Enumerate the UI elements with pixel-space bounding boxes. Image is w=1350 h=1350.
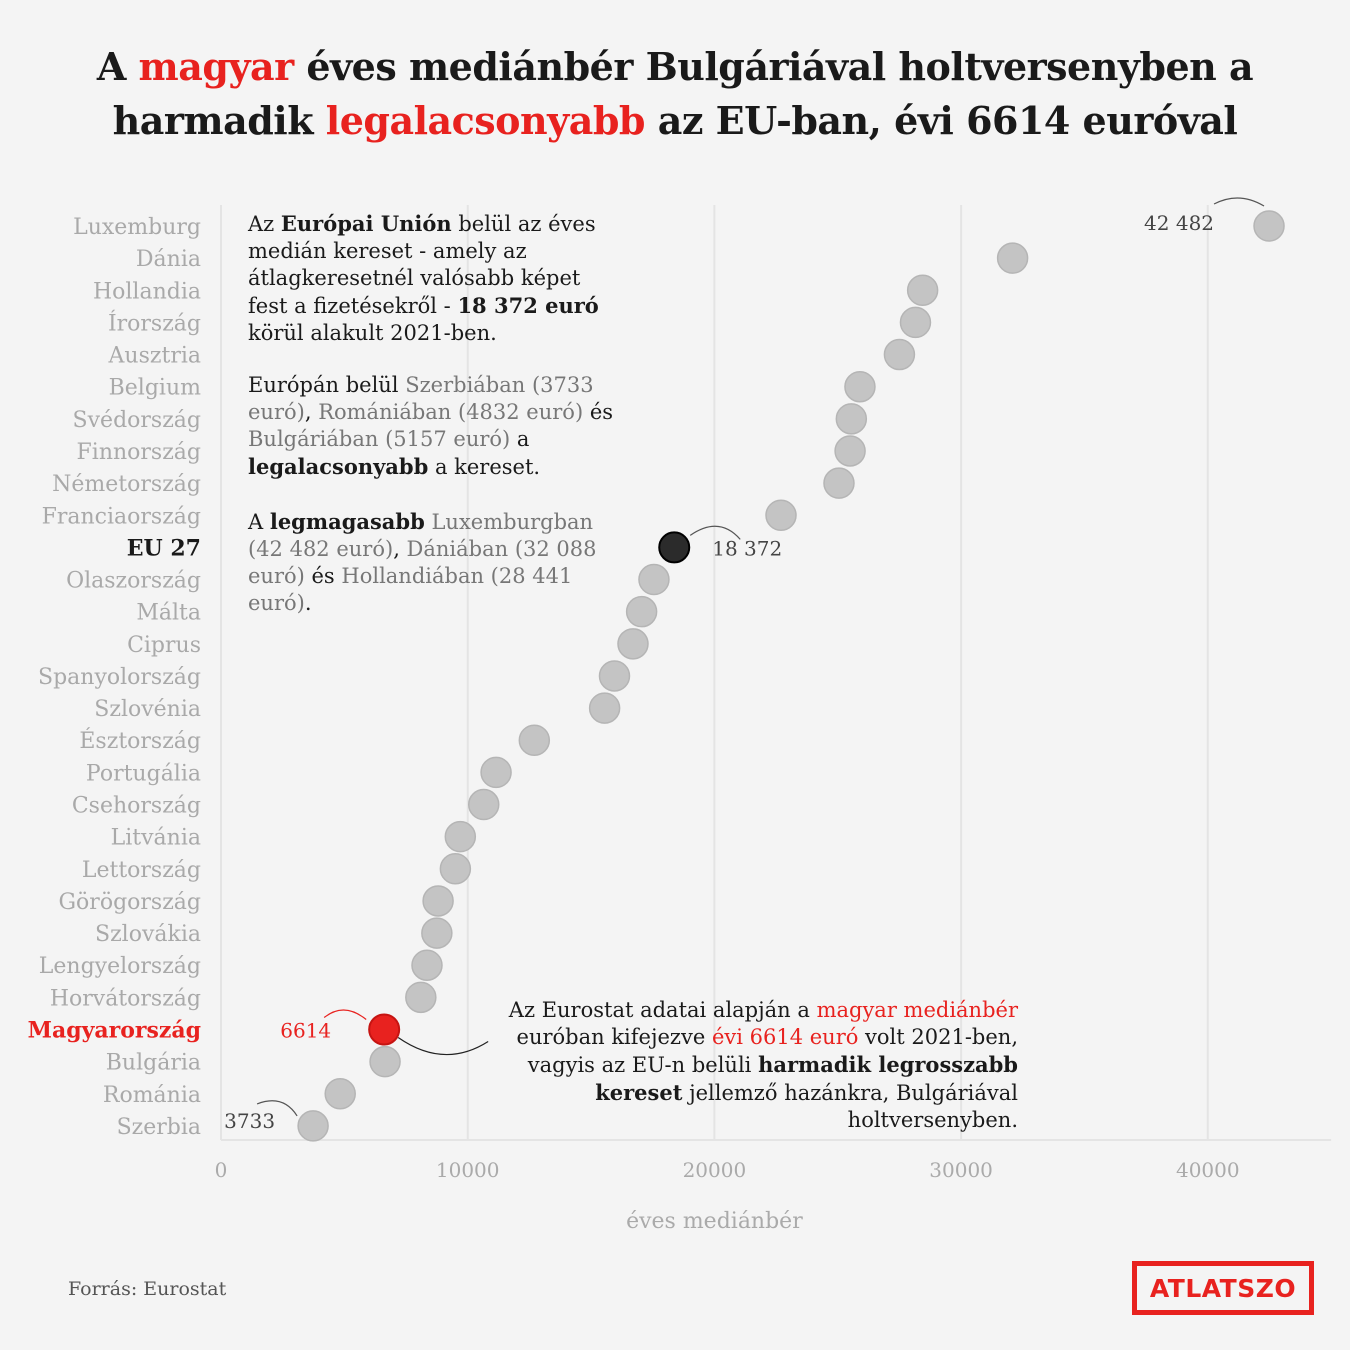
category-label: Portugália xyxy=(86,761,201,786)
data-label: 6614 xyxy=(280,1019,331,1043)
annotation-connector xyxy=(689,525,741,540)
category-label: Csehország xyxy=(72,794,201,819)
category-label: Észtország xyxy=(79,727,201,754)
data-point xyxy=(588,692,621,724)
annotation-connector xyxy=(256,1100,298,1117)
category-label: Németország xyxy=(52,472,201,497)
data-point xyxy=(324,1078,356,1110)
data-point xyxy=(617,628,649,660)
category-label: Magyarország xyxy=(28,1018,201,1044)
data-point xyxy=(439,853,472,885)
data-point xyxy=(996,242,1029,274)
data-point xyxy=(405,981,437,1014)
category-label: Szerbia xyxy=(117,1115,201,1140)
annotation-lowest: Európán belül Szerbiában (3733 euró), Ro… xyxy=(248,373,614,479)
annotation-eu-median: Az Európai Unión belül az éves medián ke… xyxy=(248,211,599,345)
category-label: Bulgária xyxy=(106,1051,201,1076)
category-label: Málta xyxy=(136,601,201,626)
annotation-connector xyxy=(1213,197,1265,207)
data-point xyxy=(411,949,443,981)
category-label: Franciaország xyxy=(42,504,201,529)
category-label: EU 27 xyxy=(127,535,201,561)
annotation-hungary: Az Eurostat adatai alapján a magyar medi… xyxy=(508,998,1018,1132)
category-label: Ausztria xyxy=(108,344,201,369)
data-point xyxy=(823,467,855,499)
category-label: Horvátország xyxy=(50,986,201,1011)
category-label: Szlovénia xyxy=(94,697,201,722)
data-point xyxy=(480,756,512,789)
data-point xyxy=(368,1013,401,1046)
x-tick-label: 10000 xyxy=(436,1158,500,1182)
data-point xyxy=(625,595,658,628)
category-label: Ciprus xyxy=(127,633,201,658)
data-point xyxy=(844,370,876,403)
data-point xyxy=(444,820,477,853)
annotation-connector xyxy=(397,1037,489,1056)
x-axis-label: éves mediánbér xyxy=(626,1209,803,1234)
category-label: Luxemburg xyxy=(73,215,201,240)
data-point xyxy=(421,917,453,949)
category-label: Hollandia xyxy=(93,279,201,304)
data-point xyxy=(765,499,797,532)
category-label: Románia xyxy=(103,1083,201,1108)
data-label: 3733 xyxy=(224,1109,275,1133)
data-point xyxy=(598,660,631,692)
atlatszo-logo: ATLATSZO xyxy=(1132,1261,1314,1315)
category-label: Litvánia xyxy=(111,826,201,851)
data-point xyxy=(1253,210,1285,242)
data-point xyxy=(467,788,500,821)
category-label: Belgium xyxy=(109,376,202,401)
category-label: Lengyelország xyxy=(39,954,201,979)
data-point xyxy=(369,1045,401,1078)
category-label: Olaszország xyxy=(66,569,201,594)
annotation-highest: A legmagasabb Luxemburgban (42 482 euró)… xyxy=(248,509,597,615)
data-label: 42 482 xyxy=(1144,211,1214,235)
x-tick-label: 30000 xyxy=(929,1158,993,1182)
title-highlight-magyar: magyar xyxy=(138,44,295,89)
data-point xyxy=(899,306,932,339)
data-point xyxy=(638,563,670,596)
category-label: Spanyolország xyxy=(38,665,201,690)
chart-title: A magyar éves mediánbér Bulgáriával holt… xyxy=(96,44,1254,143)
category-label: Svédország xyxy=(73,408,201,433)
x-tick-label: 0 xyxy=(215,1158,228,1182)
category-label: Görögország xyxy=(58,890,201,915)
category-label: Lettország xyxy=(82,858,201,883)
data-point xyxy=(422,885,454,917)
title-highlight-legalacsonyabb: legalacsonyabb xyxy=(325,98,646,143)
data-point xyxy=(834,435,866,467)
data-point xyxy=(835,403,868,435)
x-tick-label: 40000 xyxy=(1176,1158,1240,1182)
category-label: Írország xyxy=(108,309,201,336)
data-point xyxy=(658,531,691,564)
category-label: Dánia xyxy=(136,247,201,272)
data-label: 18 372 xyxy=(712,536,782,560)
annotation-connector xyxy=(323,1009,367,1020)
data-point xyxy=(297,1110,329,1142)
data-point xyxy=(883,338,916,371)
category-label: Finnország xyxy=(77,440,201,465)
source-note: Forrás: Eurostat xyxy=(68,1278,227,1300)
data-point xyxy=(906,274,939,307)
category-label: Szlovákia xyxy=(95,922,201,947)
x-tick-label: 20000 xyxy=(683,1158,747,1182)
data-point xyxy=(518,724,551,756)
